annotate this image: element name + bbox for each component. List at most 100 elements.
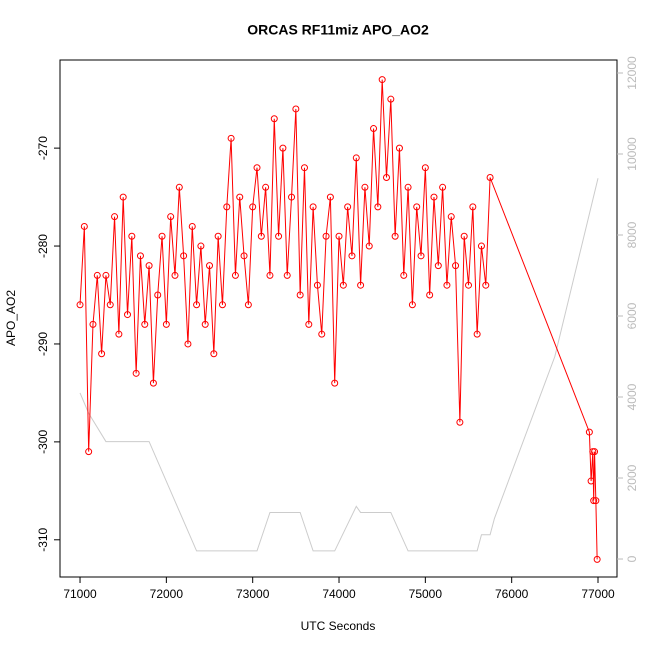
data-point [370, 125, 378, 133]
data-point [452, 262, 460, 270]
data-point [124, 311, 132, 319]
y2-tick-label: 2000 [625, 464, 639, 491]
y-tick-label: -290 [36, 332, 50, 356]
x-axis-label: UTC Seconds [301, 619, 376, 633]
data-point [413, 203, 421, 211]
data-point [180, 252, 188, 260]
data-point [357, 281, 365, 289]
data-point [98, 350, 106, 358]
data-point [430, 193, 438, 201]
data-point [240, 252, 248, 260]
data-point [585, 428, 593, 436]
x-tick-label: 77000 [581, 587, 615, 601]
data-point [89, 320, 97, 328]
data-point [469, 203, 477, 211]
data-point [257, 232, 265, 240]
data-point [171, 271, 179, 279]
data-point [111, 213, 119, 221]
data-point [266, 271, 274, 279]
data-point [352, 154, 360, 162]
data-point [231, 271, 239, 279]
data-point [132, 369, 140, 377]
data-point [80, 222, 88, 230]
y-tick-label: -270 [36, 136, 50, 160]
data-point [473, 330, 481, 338]
data-point [465, 281, 473, 289]
data-point [387, 95, 395, 103]
data-point [227, 134, 235, 142]
x-tick-label: 71000 [63, 587, 97, 601]
data-point [136, 252, 144, 260]
data-point [339, 281, 347, 289]
y2-tick-label: 12000 [625, 56, 639, 90]
data-point [395, 144, 403, 152]
data-point [408, 301, 416, 309]
data-point [201, 320, 209, 328]
data-point [477, 242, 485, 250]
data-point [218, 301, 226, 309]
data-point [283, 271, 291, 279]
data-point [279, 144, 287, 152]
data-point [145, 262, 153, 270]
data-point [214, 232, 222, 240]
data-point [400, 271, 408, 279]
data-point [421, 164, 429, 172]
data-point [587, 477, 595, 485]
y-tick-label: -310 [36, 527, 50, 551]
data-point [85, 448, 93, 456]
data-point [275, 232, 283, 240]
data-point [322, 232, 330, 240]
x-tick-label: 75000 [409, 587, 443, 601]
data-point [365, 242, 373, 250]
data-point [456, 418, 464, 426]
data-point [309, 203, 317, 211]
data-point [154, 291, 162, 299]
y-axis-label: APO_AO2 [4, 290, 18, 346]
data-point [244, 301, 252, 309]
data-point [119, 193, 127, 201]
data-point [102, 271, 110, 279]
data-point [486, 174, 494, 181]
plot-frame [59, 59, 618, 578]
y-tick-label: -280 [36, 234, 50, 258]
data-point [193, 301, 201, 309]
data-point [300, 164, 308, 172]
data-point [404, 183, 412, 191]
data-point [482, 281, 490, 289]
data-point [210, 350, 218, 358]
data-point [318, 330, 326, 338]
data-point [593, 555, 601, 563]
y2-tick-label: 6000 [625, 302, 639, 329]
data-point [417, 252, 425, 260]
data-point [184, 340, 192, 348]
data-point [439, 183, 447, 191]
data-point [434, 262, 442, 270]
data-point [76, 301, 84, 309]
data-point [249, 203, 257, 211]
data-point [149, 379, 157, 387]
data-point [447, 213, 455, 221]
data-point [106, 301, 114, 309]
data-point [115, 330, 123, 338]
y2-tick-label: 8000 [625, 221, 639, 248]
data-point [197, 242, 205, 250]
data-point [93, 271, 101, 279]
data-point [270, 115, 278, 123]
data-point [426, 291, 434, 299]
data-point [326, 193, 334, 201]
data-point [331, 379, 339, 387]
x-tick-label: 73000 [236, 587, 270, 601]
data-point [141, 320, 149, 328]
y2-tick-label: 4000 [625, 383, 639, 410]
data-point [262, 183, 270, 191]
data-point [591, 448, 599, 456]
data-point [344, 203, 352, 211]
data-point [162, 320, 170, 328]
y2-tick-label: 0 [625, 555, 639, 562]
data-point [206, 262, 214, 270]
data-point [296, 291, 304, 299]
data-point [292, 105, 300, 113]
data-line [79, 79, 598, 560]
